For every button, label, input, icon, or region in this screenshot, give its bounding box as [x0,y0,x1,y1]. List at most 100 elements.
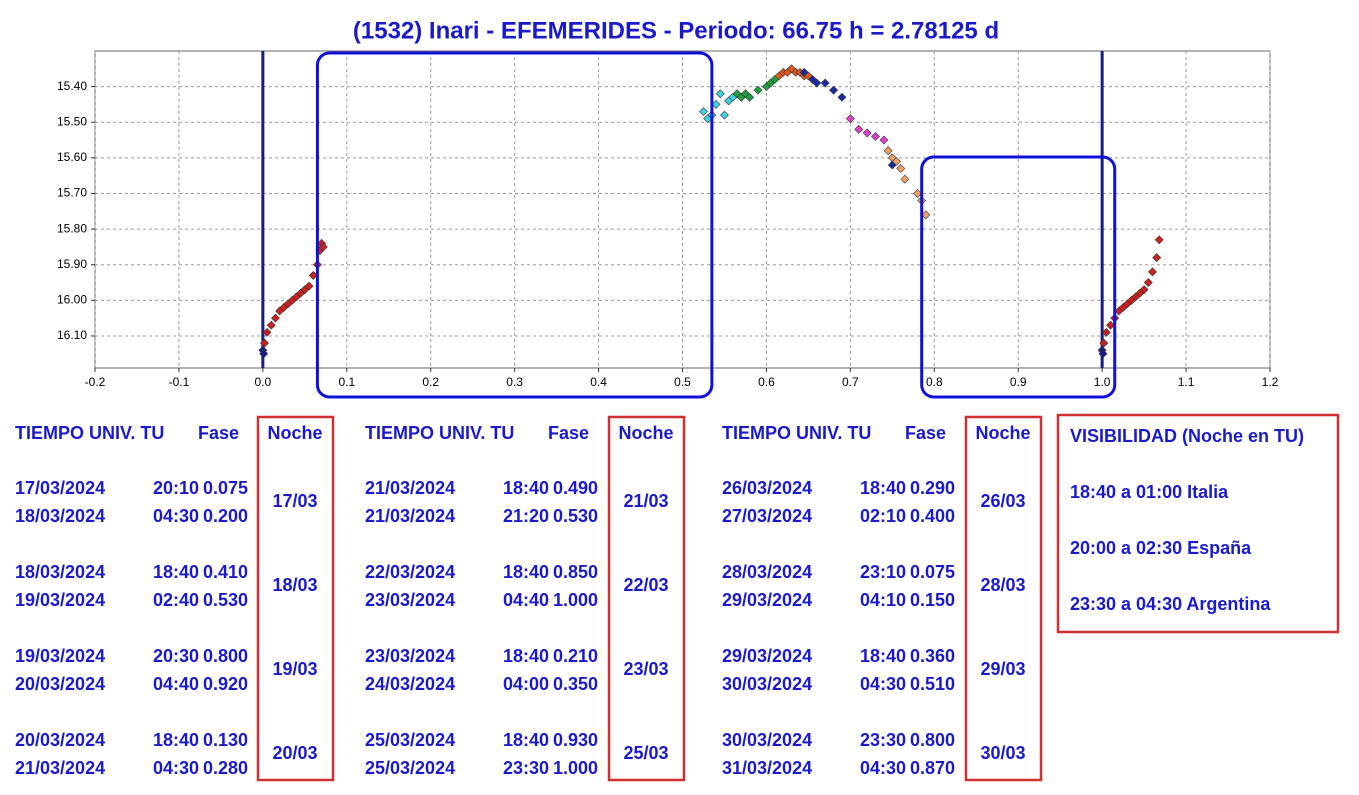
x-tick-label: 0.5 [674,375,691,389]
noche-cell: 17/03 [272,491,317,511]
data-point [1154,235,1164,245]
data-point [1152,253,1162,263]
data-point [892,156,901,166]
time-cell: 02:40 [153,590,199,610]
data-point [260,338,269,348]
date-cell: 29/03/2024 [722,590,812,610]
data-point [854,124,864,134]
header-cell: Noche [975,423,1030,443]
x-tick-label: -0.1 [169,375,190,389]
date-cell: 30/03/2024 [722,730,812,750]
time-cell: 18:40 [503,730,549,750]
noche-cell: 20/03 [272,743,317,763]
date-cell: 26/03/2024 [722,478,812,498]
noche-cell: 19/03 [272,659,317,679]
x-tick-label: 0.6 [758,375,775,389]
phase-cell: 0.150 [910,590,955,610]
phase-cell: 0.800 [203,646,248,666]
time-cell: 04:30 [860,674,906,694]
x-tick-label: 0.3 [506,375,523,389]
data-point [900,174,910,184]
data-point [318,242,328,252]
data-point [699,107,708,116]
date-cell: 19/03/2024 [15,646,105,666]
time-cell: 20:10 [153,478,199,498]
noche-cell: 18/03 [272,575,317,595]
visibility-line: 20:00 a 02:30 España [1070,538,1252,558]
data-point [883,146,893,156]
data-point [921,210,931,220]
data-point [732,89,742,99]
date-cell: 18/03/2024 [15,506,105,526]
time-cell: 04:10 [860,590,906,610]
data-point [1098,349,1108,359]
data-point [271,313,280,323]
data-point [871,132,880,141]
noche-cell: 30/03 [980,743,1025,763]
data-point [799,67,809,77]
time-cell: 02:10 [860,506,906,526]
data-point [1143,278,1153,287]
noche-cell: 28/03 [980,575,1025,595]
date-cell: 30/03/2024 [722,674,812,694]
x-tick-label: 1.1 [1178,375,1195,389]
date-cell: 20/03/2024 [15,674,105,694]
x-tick-label: 0.0 [255,375,272,389]
phase-cell: 0.870 [910,758,955,778]
date-cell: 23/03/2024 [365,590,455,610]
data-point [896,164,906,173]
noche-cell: 22/03 [623,575,668,595]
time-cell: 20:30 [153,646,199,666]
phase-cell: 0.920 [203,674,248,694]
header-cell: TIEMPO UNIV. TU [365,423,514,443]
y-tick-label: 16.00 [57,292,87,306]
data-point [262,327,272,337]
phase-cell: 0.530 [553,506,598,526]
visibility-title: VISIBILIDAD (Noche en TU) [1070,426,1304,446]
noche-box [256,415,335,782]
time-cell: 04:30 [860,758,906,778]
header-cell: Fase [905,423,946,443]
noche-box [607,415,686,782]
time-cell: 18:40 [503,562,549,582]
date-cell: 22/03/2024 [365,562,455,582]
time-cell: 04:30 [153,758,199,778]
y-tick-label: 16.10 [57,328,87,342]
time-cell: 04:00 [503,674,549,694]
x-tick-label: 0.1 [338,375,355,389]
data-point [879,135,889,145]
data-point [913,189,922,198]
data-point [812,78,822,88]
data-point [1148,267,1157,277]
phase-cell: 1.000 [553,758,598,778]
date-cell: 19/03/2024 [15,590,105,610]
time-cell: 18:40 [503,646,549,666]
header-cell: TIEMPO UNIV. TU [15,423,164,443]
y-tick-label: 15.70 [57,186,87,200]
noche-box [964,415,1043,782]
time-cell: 23:30 [860,730,906,750]
data-point [1101,327,1111,337]
x-tick-label: 0.9 [1010,375,1027,389]
data-point [1139,285,1149,295]
data-point [820,78,830,88]
y-tick-label: 15.40 [57,79,87,93]
header-cell: Fase [548,423,589,443]
data-point [715,89,725,99]
noche-cell: 21/03 [623,491,668,511]
phase-cell: 1.000 [553,590,598,610]
noche-cell: 25/03 [623,743,668,763]
x-tick-label: 1.0 [1094,375,1111,389]
phase-cell: 0.850 [553,562,598,582]
time-cell: 18:40 [503,478,549,498]
phase-cell: 0.490 [553,478,598,498]
header-cell: Fase [198,423,239,443]
data-point [753,85,763,95]
date-cell: 21/03/2024 [15,758,105,778]
header-cell: Noche [618,423,673,443]
phase-cell: 0.280 [203,758,248,778]
data-point [829,85,838,95]
time-cell: 04:40 [153,674,199,694]
date-cell: 29/03/2024 [722,646,812,666]
x-tick-label: 0.2 [422,375,439,389]
